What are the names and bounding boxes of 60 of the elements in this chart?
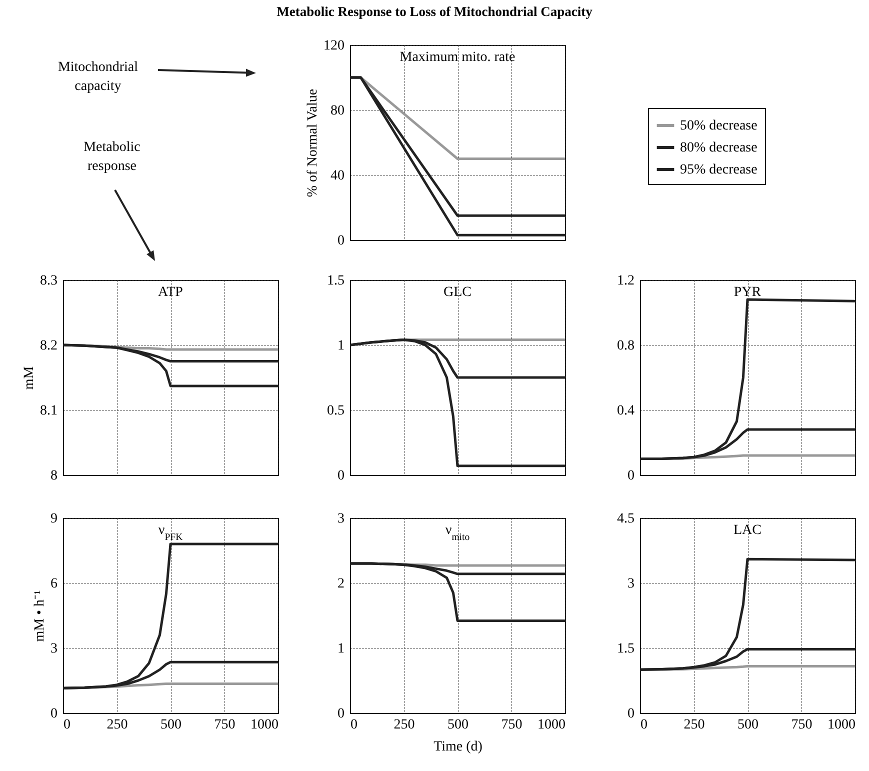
x-tick-label: 1000	[828, 718, 856, 732]
y-tick-label: 1	[338, 642, 344, 656]
y-tick-label: 2	[338, 576, 344, 592]
y-tick-label: 8.2	[40, 338, 58, 354]
x-tick-label: 250	[106, 718, 128, 732]
y-tick-label: 0	[338, 706, 344, 722]
chart-title: ATP	[158, 285, 184, 300]
y-tick-label: 3	[628, 576, 634, 592]
chart-title: GLC	[444, 285, 472, 300]
x-tick-label: 500	[448, 718, 468, 732]
x-tick-label: 750	[214, 718, 236, 732]
y-tick-label: 8	[50, 468, 58, 484]
y-tick-label: 0	[338, 234, 344, 248]
x-tick-label: 750	[501, 718, 522, 732]
legend-label: 50% decrease	[680, 118, 758, 134]
y-tick-label: 40	[330, 168, 344, 184]
x-tick-label: 1000	[250, 718, 278, 732]
y-tick-label: 120	[324, 38, 344, 54]
y-tick-label: 0.5	[327, 404, 344, 418]
y-tick-label: 8.3	[40, 274, 58, 288]
y-tick-label: 3	[338, 512, 344, 526]
y-tick-label: 8.1	[40, 404, 58, 418]
x-tick-label: 1000	[538, 718, 566, 732]
y-axis-title: mM • h⁻¹	[32, 590, 48, 642]
x-tick-label: 500	[160, 718, 182, 732]
legend-label: 80% decrease	[680, 140, 758, 156]
y-tick-label: 80	[330, 104, 344, 118]
text: ν$_{PFK}$	[158, 523, 183, 542]
y-axis-title: mM	[22, 366, 37, 390]
x-tick-label: 0	[64, 718, 70, 732]
y-tick-label: 1.5	[327, 274, 344, 288]
x-tick-label: 0	[640, 718, 648, 732]
x-tick-label: 250	[394, 718, 415, 732]
x-tick-label: 500	[738, 718, 758, 732]
y-tick-label: 0	[628, 706, 634, 722]
y-tick-label: 6	[50, 576, 58, 592]
text: Metabolic response	[82, 139, 142, 176]
x-tick-label: 750	[791, 718, 812, 732]
y-tick-label: 4.5	[617, 512, 634, 526]
x-tick-label: 250	[684, 718, 705, 732]
y-tick-label: 1	[338, 338, 344, 354]
y-tick-label: 1.5	[617, 642, 634, 656]
chart-title: LAC	[734, 523, 762, 538]
y-axis-title: % of Normal Value	[306, 88, 320, 198]
chart-title: Maximum mito. rate	[400, 50, 516, 65]
y-tick-label: 0.8	[617, 338, 634, 354]
y-tick-label: 9	[50, 512, 58, 526]
text: ν$_{mito}$	[445, 523, 470, 542]
text: Mitochondrial capacity	[56, 59, 140, 96]
y-tick-label: 0	[50, 706, 58, 722]
chart-title: PYR	[734, 285, 762, 300]
x-tick-label: 0	[350, 718, 358, 732]
legend-label: 95% decrease	[680, 162, 758, 178]
y-tick-label: 3	[50, 642, 58, 656]
y-tick-label: 0	[338, 468, 344, 484]
y-tick-label: 0.4	[617, 404, 634, 418]
y-tick-label: 0	[628, 468, 634, 484]
text: Metabolic Response to Loss of Mitochondrial Capacity	[276, 4, 594, 20]
y-tick-label: 1.2	[617, 274, 634, 288]
x-axis-title: Time (d)	[434, 740, 483, 754]
